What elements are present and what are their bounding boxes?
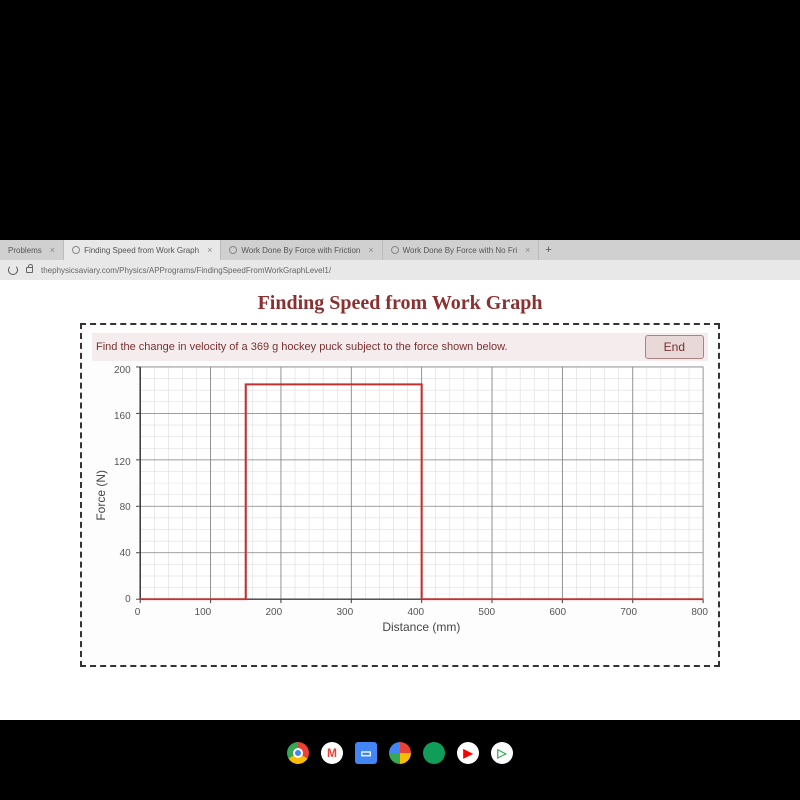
tab-label: Work Done By Force with Friction	[241, 246, 360, 255]
globe-icon	[229, 246, 237, 254]
chrome-icon[interactable]	[287, 742, 309, 764]
x-tick: 100	[195, 607, 212, 618]
url-text[interactable]: thephysicsaviary.com/Physics/APPrograms/…	[41, 266, 331, 275]
tab-problems[interactable]: Problems ×	[0, 240, 64, 260]
close-icon[interactable]: ×	[525, 245, 530, 255]
y-axis-label: Force (N)	[92, 470, 110, 521]
files-icon[interactable]	[423, 742, 445, 764]
x-tick: 400	[407, 607, 424, 618]
gmail-icon[interactable]: M	[321, 742, 343, 764]
dock: M ▭ ▶ ▷	[0, 736, 800, 770]
lock-icon	[26, 267, 33, 273]
x-tick: 500	[478, 607, 495, 618]
x-tick: 600	[549, 607, 566, 618]
tab-label: Problems	[8, 246, 42, 255]
y-tick: 0	[114, 594, 131, 605]
force-distance-chart: Force (N) 200 160 120 80 40 0 0 100 200 …	[92, 365, 708, 655]
problem-box: Find the change in velocity of a 369 g h…	[80, 323, 720, 667]
end-button[interactable]: End	[645, 335, 704, 359]
tab-finding-speed[interactable]: Finding Speed from Work Graph ×	[64, 240, 221, 260]
x-tick: 300	[336, 607, 353, 618]
y-tick: 120	[114, 457, 131, 468]
tab-work-friction[interactable]: Work Done By Force with Friction ×	[221, 240, 382, 260]
globe-icon	[72, 246, 80, 254]
browser-chrome: Problems × Finding Speed from Work Graph…	[0, 240, 800, 280]
reload-icon[interactable]	[8, 265, 18, 275]
y-tick: 40	[114, 548, 131, 559]
page-title: Finding Speed from Work Graph	[0, 280, 800, 323]
chart-svg	[135, 365, 708, 605]
y-tick: 200	[114, 365, 131, 376]
x-axis-label: Distance (mm)	[135, 620, 708, 634]
photos-icon[interactable]	[389, 742, 411, 764]
x-tick: 800	[691, 607, 708, 618]
youtube-icon[interactable]: ▶	[457, 742, 479, 764]
page-content: Finding Speed from Work Graph Find the c…	[0, 280, 800, 720]
x-tick: 0	[135, 607, 141, 618]
prompt-row: Find the change in velocity of a 369 g h…	[92, 333, 708, 361]
tab-label: Finding Speed from Work Graph	[84, 246, 199, 255]
globe-icon	[391, 246, 399, 254]
tab-label: Work Done By Force with No Fri	[403, 246, 518, 255]
close-icon[interactable]: ×	[50, 245, 55, 255]
plot-area: 0 100 200 300 400 500 600 700 800 Distan…	[135, 365, 708, 655]
close-icon[interactable]: ×	[207, 245, 212, 255]
prompt-text: Find the change in velocity of a 369 g h…	[96, 341, 508, 353]
new-tab-button[interactable]: +	[539, 244, 557, 256]
y-tick: 80	[114, 502, 131, 513]
tab-bar: Problems × Finding Speed from Work Graph…	[0, 240, 800, 260]
play-icon[interactable]: ▷	[491, 742, 513, 764]
x-tick: 200	[266, 607, 283, 618]
docs-icon[interactable]: ▭	[355, 742, 377, 764]
close-icon[interactable]: ×	[368, 245, 373, 255]
url-bar: thephysicsaviary.com/Physics/APPrograms/…	[0, 260, 800, 280]
x-axis-ticks: 0 100 200 300 400 500 600 700 800	[135, 605, 708, 618]
tab-work-no-friction[interactable]: Work Done By Force with No Fri ×	[383, 240, 540, 260]
x-tick: 700	[620, 607, 637, 618]
y-tick: 160	[114, 411, 131, 422]
y-axis-ticks: 200 160 120 80 40 0	[110, 365, 135, 605]
